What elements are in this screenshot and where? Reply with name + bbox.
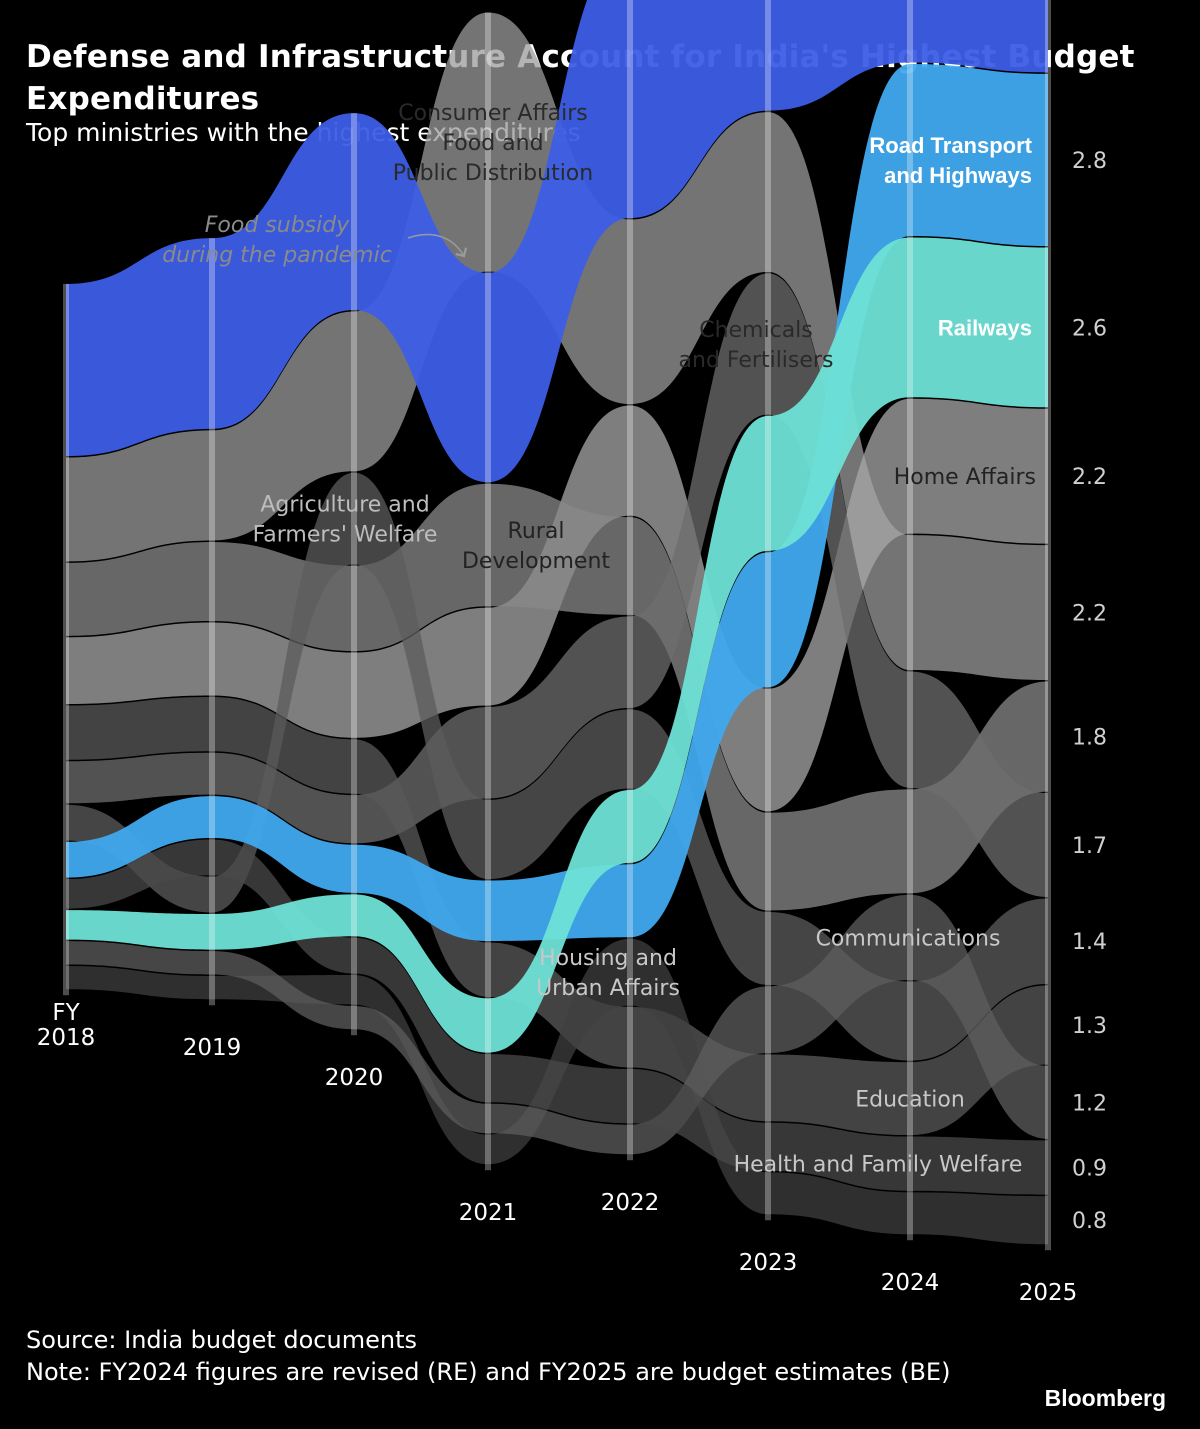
value-label-consumer-affairs-food-and-public-distribution: 2.2: [1072, 602, 1107, 627]
value-labels: 6.2Trupees2.82.62.22.21.81.71.41.31.20.9…: [1072, 149, 1107, 1234]
year-pole-2023: [765, 0, 771, 1221]
series-label-health-and-family-welfare: Health and Family Welfare: [734, 1153, 1023, 1178]
source-note: Source: India budget documents Note: FY2…: [26, 1324, 976, 1388]
band-road-transport-and-highways: [66, 63, 1048, 942]
band-education: [66, 696, 1048, 1136]
band-housing-and-urban-affairs: [66, 938, 1048, 1245]
value-label-railways: 2.6: [1072, 316, 1107, 341]
series-label-railways: Railways: [938, 315, 1032, 340]
value-label-agriculture-and-farmers-welfare: 1.4: [1072, 930, 1107, 955]
band-agriculture-and-farmers-welfare: [66, 472, 1048, 1061]
value-label-housing-and-urban-affairs: 0.8: [1072, 1209, 1107, 1234]
series-label-education: Education: [855, 1088, 965, 1113]
year-pole-2018: [63, 283, 69, 996]
series-label-rural-development: Rural Development: [462, 519, 610, 574]
value-label-chemicals-and-fertilisers: 1.7: [1072, 834, 1107, 859]
series-label-home-affairs: Home Affairs: [894, 465, 1036, 490]
year-pole-2024: [907, 0, 913, 1241]
series-label-communications: Communications: [816, 926, 1001, 951]
series-label-chemicals-and-fertilisers: Chemicals and Fertilisers: [679, 318, 834, 373]
annotation: Food subsidy during the pandemic: [162, 213, 468, 268]
series-label-agriculture-and-farmers-welfare: Agriculture and Farmers' Welfare: [253, 493, 438, 548]
series-label-road-transport-and-highways: Road Transport and Highways: [869, 133, 1032, 188]
series-bands: [66, 0, 1048, 1245]
x-tick-label: 2020: [325, 1065, 384, 1091]
band-communications: [66, 894, 1048, 1155]
x-tick-label: 2019: [183, 1035, 242, 1061]
value-label-communications: 1.2: [1072, 1091, 1107, 1116]
x-tick-label: 2021: [459, 1200, 518, 1226]
year-pole-2021: [485, 12, 491, 1171]
x-tick-label: 2025: [1019, 1280, 1078, 1306]
x-tick-label: 2024: [881, 1270, 940, 1296]
band-defence: [66, 0, 1048, 483]
note-text: Note: FY2024 figures are revised (RE) an…: [26, 1358, 951, 1386]
x-tick-label: 2018: [37, 1025, 96, 1051]
x-tick-label: 2023: [739, 1250, 798, 1276]
value-label-road-transport-and-highways: 2.8: [1072, 149, 1107, 174]
value-label-health-and-family-welfare: 0.9: [1072, 1157, 1107, 1182]
band-consumer-affairs-food-and-public-distribution: [66, 12, 1048, 681]
series-label-housing-and-urban-affairs: Housing and Urban Affairs: [536, 946, 680, 1001]
x-tick-label: 2022: [601, 1190, 660, 1216]
x-tick-labels: 2018 2019 2020 2021 2022 2023 2024 2025 FY: [37, 1000, 1078, 1306]
source-text: Source: India budget documents: [26, 1326, 417, 1354]
band-railways: [66, 237, 1048, 1053]
year-poles: [63, 0, 1051, 1251]
series-label-consumer-affairs-food-and-public-distribution: Consumer Affairs Food and Public Distribut…: [393, 101, 593, 186]
pandemic-annotation: Food subsidy during the pandemic: [162, 213, 392, 268]
x-axis-prefix: FY: [52, 1000, 80, 1026]
year-pole-2019: [209, 238, 215, 1006]
year-pole-2022: [627, 0, 633, 1161]
value-label-education: 1.3: [1072, 1014, 1107, 1039]
value-label-rural-development: 1.8: [1072, 726, 1107, 751]
year-pole-2020: [351, 113, 357, 1036]
value-label-home-affairs: 2.2: [1072, 465, 1107, 490]
year-pole-2025: [1045, 0, 1051, 1251]
bloomberg-logo: Bloomberg: [1044, 1385, 1166, 1411]
annotation-arrow: [407, 233, 468, 258]
